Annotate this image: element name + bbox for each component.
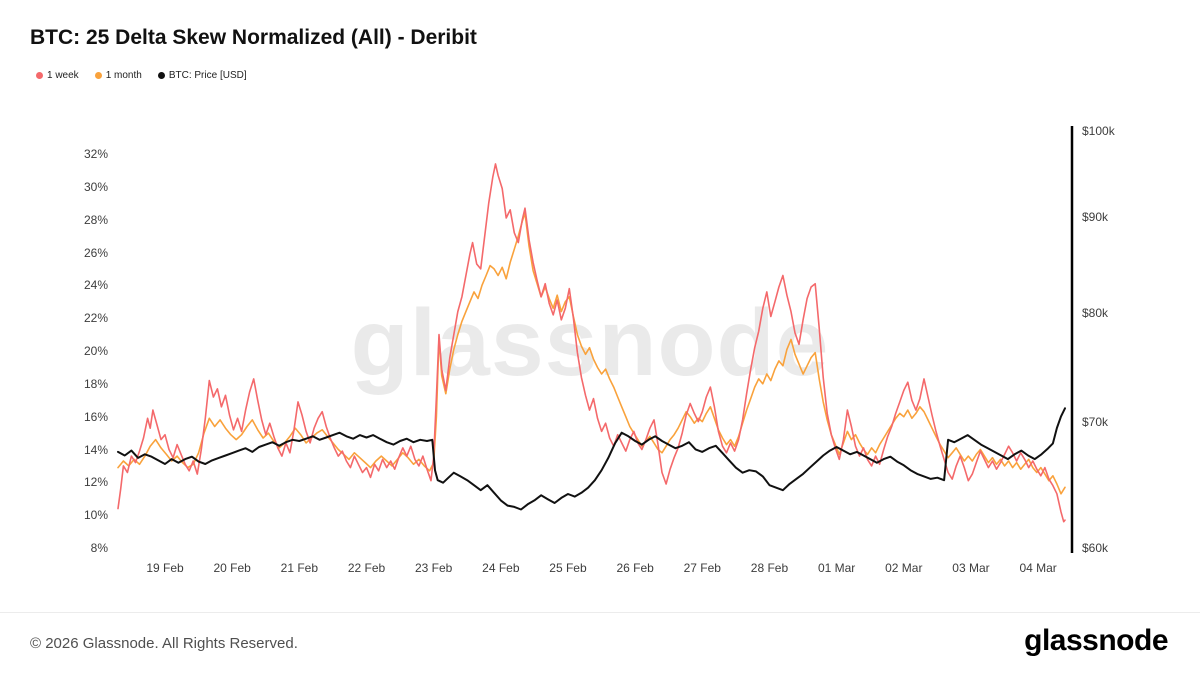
footer: © 2026 Glassnode. All Rights Reserved. g… <box>0 612 1200 675</box>
left-axis-tick-label: 26% <box>83 245 108 260</box>
x-axis-tick-label: 25 Feb <box>549 561 587 575</box>
legend-label-btc-price: BTC: Price [USD] <box>168 70 247 81</box>
right-axis-tick-label: $90k <box>1082 210 1109 224</box>
legend-item-1-week[interactable]: 1 week <box>36 70 79 81</box>
legend-dot-1-week-icon <box>36 72 43 79</box>
right-axis-tick-label: $70k <box>1082 415 1109 430</box>
left-axis-tick-label: 22% <box>83 311 108 326</box>
legend-dot-btc-price-icon <box>157 72 165 79</box>
x-axis-tick-label: 22 Feb <box>347 561 386 575</box>
x-axis-tick-label: 27 Feb <box>683 561 721 575</box>
right-axis-tick-label: $60k <box>1082 541 1109 555</box>
x-axis-tick-label: 26 Feb <box>616 561 654 575</box>
chart-plot[interactable] <box>0 0 1200 612</box>
chart-title: BTC: 25 Delta Skew Normalized (All) - De… <box>30 26 477 49</box>
x-axis-tick-label: 21 Feb <box>280 561 318 575</box>
left-axis-tick-label: 10% <box>83 508 108 523</box>
x-axis-tick-label: 19 Feb <box>146 561 184 575</box>
series-line-1-month <box>117 212 1066 495</box>
x-axis-tick-label: 01 Mar <box>817 561 856 575</box>
legend-label-1-week: 1 week <box>47 70 79 81</box>
chart-legend: 1 week 1 month BTC: Price [USD] <box>36 70 247 81</box>
legend-item-1-month[interactable]: 1 month <box>94 70 142 81</box>
x-axis-tick-label: 23 Feb <box>414 561 453 575</box>
glassnode-logo[interactable]: glassnode <box>1024 624 1168 657</box>
x-axis-tick-label: 03 Mar <box>952 561 990 575</box>
left-axis-tick-label: 30% <box>83 179 108 194</box>
series-line-1-week <box>117 163 1066 523</box>
left-axis-tick-label: 20% <box>83 344 108 358</box>
x-axis-tick-label: 20 Feb <box>213 561 251 575</box>
x-axis-tick-label: 28 Feb <box>750 561 789 575</box>
legend-dot-1-month-icon <box>94 72 102 79</box>
x-axis-tick-label: 04 Mar <box>1019 561 1057 575</box>
left-axis-tick-label: 18% <box>83 376 108 391</box>
chart-area: glassnode 32% 30% 28% 26% 24% 22% 20% 18% 16% 14%… <box>0 0 1200 612</box>
left-axis-tick-label: 16% <box>83 409 108 424</box>
left-axis-tick-label: 24% <box>83 278 108 293</box>
legend-item-btc-price[interactable]: BTC: Price [USD] <box>157 70 247 81</box>
x-axis-tick-label: 24 Feb <box>482 561 520 575</box>
copyright-text: © 2026 Glassnode. All Rights Reserved. <box>30 635 298 652</box>
x-axis-tick-label: 02 Mar <box>885 561 923 575</box>
left-axis-tick-label: 12% <box>83 475 108 490</box>
left-axis-tick-label: 28% <box>83 212 108 227</box>
left-axis-tick-label: 8% <box>90 541 108 555</box>
left-axis-tick-label: 32% <box>83 147 108 161</box>
left-axis-tick-label: 14% <box>83 442 108 457</box>
legend-label-1-month: 1 month <box>105 70 142 81</box>
right-axis-tick-label: $80k <box>1082 306 1109 321</box>
series-line-btc-price-usd <box>117 407 1066 511</box>
right-axis-tick-label: $100k <box>1082 124 1115 138</box>
